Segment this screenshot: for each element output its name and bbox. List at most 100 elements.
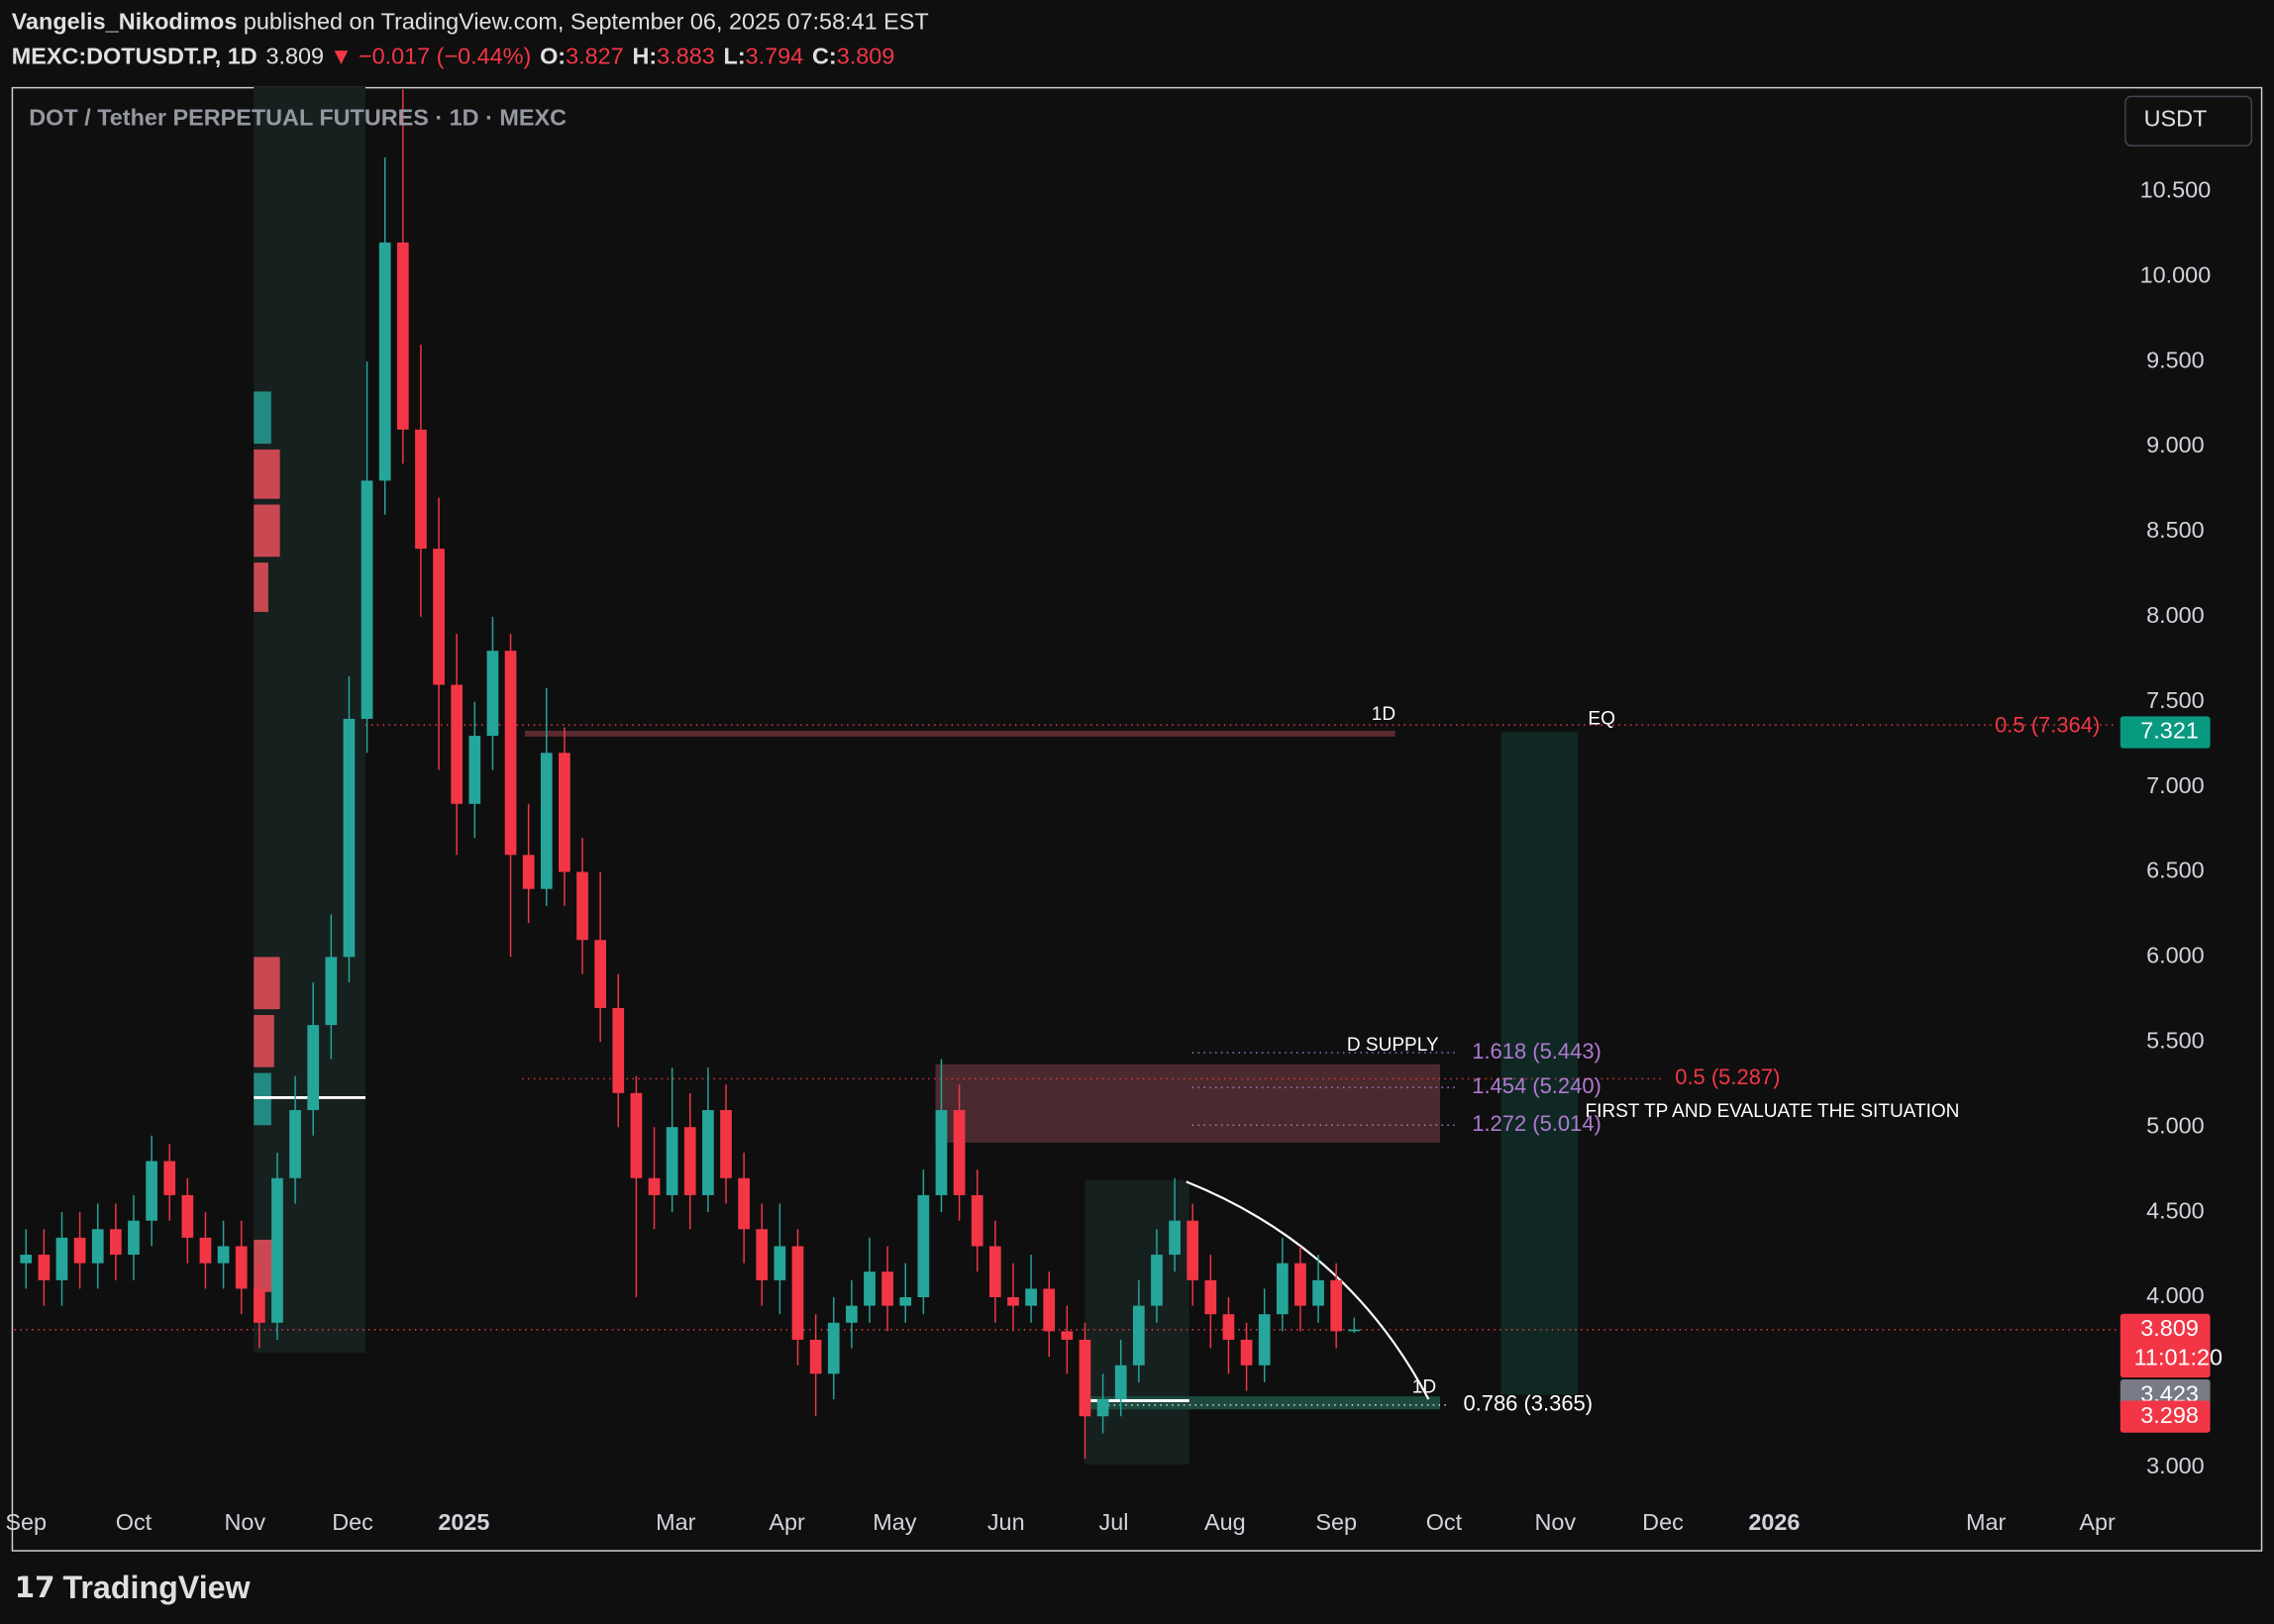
candle-body (433, 549, 445, 685)
brand-name: TradingView (63, 1569, 252, 1604)
candle-body (594, 940, 607, 1008)
candle-body (451, 684, 464, 804)
l: 3.794 (746, 44, 804, 69)
candle-body (289, 1110, 301, 1178)
x-tick-label: Nov (1534, 1509, 1576, 1535)
supply-zone (935, 1064, 1441, 1143)
candle-body (199, 1237, 212, 1264)
annotation: 0.5 (5.287) (1675, 1065, 1780, 1089)
y-tick-label: 10.500 (2140, 177, 2212, 203)
x-tick-label: Jul (1098, 1509, 1128, 1535)
candle-body (1114, 1365, 1127, 1400)
candle-body (1294, 1263, 1306, 1306)
candle-body (935, 1110, 948, 1195)
y-tick-label: 4.500 (2146, 1197, 2205, 1223)
candle-body (468, 736, 481, 804)
x-tick-label: Aug (1204, 1509, 1246, 1535)
y-tick-label: 3.000 (2146, 1453, 2205, 1478)
candle-body (378, 242, 391, 481)
candle-body (163, 1161, 176, 1195)
y-tick-label: 9.500 (2146, 347, 2205, 372)
x-tick-label: Sep (5, 1509, 47, 1535)
price-tag-label: 3.298 (2140, 1402, 2199, 1428)
x-tick-label: Dec (1642, 1509, 1684, 1535)
candle-body (146, 1161, 157, 1221)
candle-body (1061, 1331, 1074, 1340)
candle-body (1079, 1339, 1091, 1417)
candle-body (881, 1271, 893, 1306)
candle-body (91, 1229, 104, 1264)
candle-body (791, 1246, 804, 1340)
x-tick-label: Sep (1315, 1509, 1357, 1535)
change: −0.017 (−0.44%) (359, 44, 531, 69)
arrow: ▼ (330, 44, 353, 69)
candle-body (1132, 1305, 1145, 1366)
y-tick-label: 4.000 (2146, 1282, 2205, 1308)
x-tick-label: May (873, 1509, 917, 1535)
candle-body (917, 1194, 930, 1298)
candle-body (20, 1255, 33, 1264)
candle-body (1025, 1288, 1037, 1306)
countdown: 11:01:20 (2134, 1344, 2222, 1370)
x-tick-label: Oct (1426, 1509, 1463, 1535)
x-tick-label: Mar (1966, 1509, 2007, 1535)
price-tag-label: 3.809 (2140, 1315, 2199, 1341)
candle-body (343, 718, 356, 958)
candle-body (774, 1246, 786, 1280)
candle-body (846, 1305, 858, 1323)
candle-body (235, 1246, 248, 1289)
candle-body (683, 1127, 696, 1195)
candle-body (217, 1246, 230, 1264)
candle-body (361, 480, 373, 719)
annotation: D SUPPLY (1347, 1035, 1439, 1056)
candle-body (559, 753, 570, 872)
c-label: C: (812, 44, 837, 69)
annotation: 1.454 (5.240) (1472, 1073, 1602, 1098)
candle-body (1187, 1220, 1199, 1280)
candle-body (522, 855, 535, 889)
x-tick-label: Oct (116, 1509, 153, 1535)
annotation: FIRST TP AND EVALUATE THE SITUATION (1585, 1101, 1959, 1122)
annotation: 1.618 (5.443) (1472, 1039, 1602, 1064)
c: 3.809 (837, 44, 895, 69)
h-label: H: (632, 44, 657, 69)
header-line: Vangelis_Nikodimos published on TradingV… (12, 9, 929, 35)
candle-body (809, 1339, 822, 1374)
candle-body (864, 1271, 876, 1306)
o: 3.827 (566, 44, 624, 69)
candle-body (1312, 1279, 1324, 1306)
chart-title: DOT / Tether PERPETUAL FUTURES · 1D · ME… (29, 104, 567, 130)
author: Vangelis_Nikodimos (12, 9, 238, 35)
y-tick-label: 6.500 (2146, 858, 2205, 883)
currency[interactable]: USDT (2144, 106, 2208, 132)
candle-body (38, 1255, 51, 1280)
x-tick-label: 2026 (1748, 1509, 1800, 1535)
candles (20, 89, 1361, 1460)
y-tick-label: 5.500 (2146, 1027, 2205, 1053)
candle-body (307, 1025, 320, 1111)
candle-body (1258, 1314, 1271, 1366)
candle-body (988, 1246, 1001, 1298)
candle-body (1007, 1297, 1019, 1306)
x-tick-label: Nov (225, 1509, 266, 1535)
candle-body (128, 1220, 140, 1256)
symbol: MEXC:DOTUSDT.P, 1D (12, 44, 258, 69)
candle-body (1169, 1220, 1181, 1256)
candle-body (1043, 1288, 1056, 1332)
published: published on TradingView.com, September … (237, 9, 928, 35)
arc (1186, 1180, 1430, 1400)
candle-body (73, 1237, 86, 1264)
candle-body (971, 1194, 983, 1247)
candle-body (666, 1127, 678, 1195)
brand: 𝟭𝟳 TradingView (15, 1569, 252, 1604)
y-tick-label: 6.000 (2146, 943, 2205, 968)
candle-body (1348, 1329, 1361, 1332)
candle-body (181, 1194, 194, 1238)
currency-button[interactable] (2124, 95, 2253, 147)
last: 3.809 (265, 44, 324, 69)
x-tick-label: Mar (656, 1509, 696, 1535)
annotation: 0.5 (7.364) (1995, 712, 2100, 737)
y-tick-label: 8.500 (2146, 517, 2205, 543)
logo: 𝟭𝟳 (15, 1572, 63, 1604)
